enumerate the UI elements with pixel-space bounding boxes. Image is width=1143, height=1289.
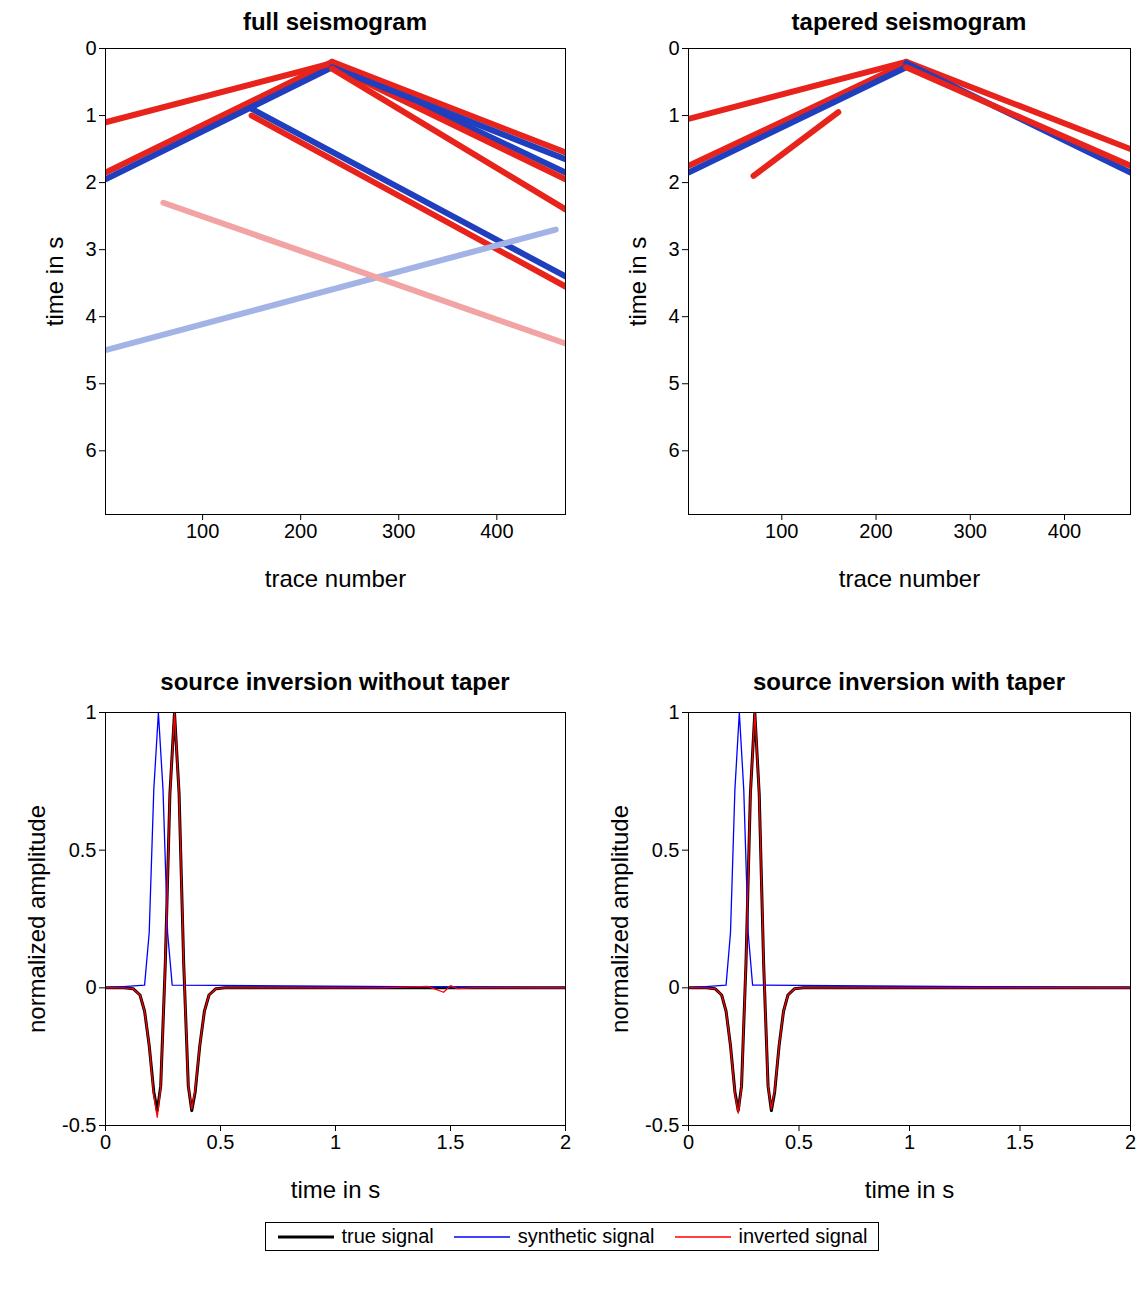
svg-text:0.5: 0.5 (785, 1131, 813, 1153)
svg-text:-0.5: -0.5 (645, 1114, 679, 1136)
svg-text:1: 1 (330, 1131, 341, 1153)
svg-text:0: 0 (100, 1131, 111, 1153)
svg-text:time in s: time in s (41, 237, 68, 326)
html-text:source inversion with taper: source inversion with taper (753, 668, 1065, 695)
html-text:inverted signal: inverted signal (738, 1225, 868, 1247)
html-text:full seismogram: full seismogram (243, 8, 427, 35)
svg-text:0.5: 0.5 (652, 839, 680, 861)
svg-text:0.5: 0.5 (207, 1131, 235, 1153)
svg-text:normalized amplitude: normalized amplitude (23, 805, 50, 1033)
svg-text:normalized amplitude: normalized amplitude (606, 805, 633, 1033)
svg-text:0: 0 (668, 37, 679, 59)
svg-text:1.5: 1.5 (437, 1131, 465, 1153)
svg-text:5: 5 (668, 372, 679, 394)
svg-text:300: 300 (382, 520, 415, 542)
svg-text:0: 0 (683, 1131, 694, 1153)
svg-text:300: 300 (954, 520, 987, 542)
svg-text:100: 100 (186, 520, 219, 542)
html-text:synthetic signal: synthetic signal (517, 1225, 655, 1247)
svg-text:1: 1 (668, 104, 679, 126)
svg-text:time in s: time in s (865, 1176, 954, 1203)
svg-text:0: 0 (668, 976, 679, 998)
svg-text:1.5: 1.5 (1006, 1131, 1034, 1153)
svg-text:trace number: trace number (839, 565, 980, 592)
svg-text:1: 1 (85, 104, 96, 126)
svg-text:6: 6 (668, 439, 679, 461)
svg-text:4: 4 (668, 305, 679, 327)
svg-text:3: 3 (85, 238, 96, 260)
svg-text:3: 3 (668, 238, 679, 260)
svg-text:400: 400 (1048, 520, 1081, 542)
svg-text:2: 2 (560, 1131, 571, 1153)
svg-text:400: 400 (480, 520, 513, 542)
svg-text:0: 0 (85, 37, 96, 59)
svg-text:5: 5 (85, 372, 96, 394)
svg-text:trace number: trace number (265, 565, 406, 592)
html-text:tapered seismogram: tapered seismogram (791, 8, 1027, 35)
svg-text:2: 2 (1125, 1131, 1136, 1153)
svg-text:time in s: time in s (624, 237, 651, 326)
html-text:source inversion without taper: source inversion without taper (160, 668, 510, 695)
svg-text:1: 1 (904, 1131, 915, 1153)
svg-text:0: 0 (85, 976, 96, 998)
svg-text:1: 1 (668, 701, 679, 723)
svg-text:-0.5: -0.5 (62, 1114, 96, 1136)
svg-text:200: 200 (859, 520, 892, 542)
svg-text:4: 4 (85, 305, 96, 327)
svg-text:200: 200 (284, 520, 317, 542)
svg-text:2: 2 (668, 171, 679, 193)
svg-text:6: 6 (85, 439, 96, 461)
svg-text:100: 100 (765, 520, 798, 542)
svg-text:0.5: 0.5 (69, 839, 97, 861)
svg-text:2: 2 (85, 171, 96, 193)
svg-text:time in s: time in s (291, 1176, 380, 1203)
svg-text:1: 1 (85, 701, 96, 723)
html-text:true signal: true signal (341, 1225, 434, 1247)
